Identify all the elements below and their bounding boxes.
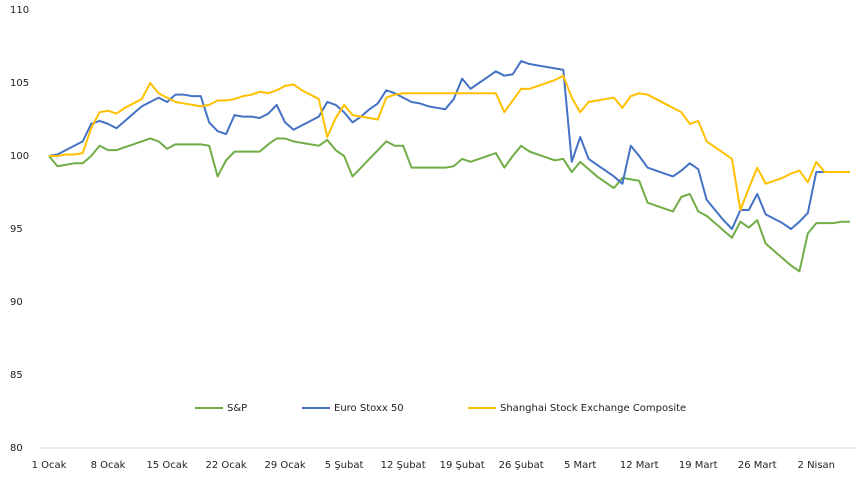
- x-tick-label: 26 Mart: [738, 460, 777, 471]
- x-tick-label: 2 Nisan: [798, 460, 835, 471]
- x-tick-label: 19 Mart: [679, 460, 718, 471]
- x-tick-label: 19 Şubat: [440, 460, 485, 471]
- x-tick-label: 8 Ocak: [91, 460, 126, 471]
- x-tick-label: 29 Ocak: [264, 460, 305, 471]
- y-tick-label: 95: [10, 224, 23, 235]
- series-line: [48, 60, 850, 230]
- legend-label: S&P: [227, 403, 247, 414]
- y-tick-label: 100: [10, 151, 29, 162]
- y-tick-label: 85: [10, 370, 23, 381]
- x-tick-label: 22 Ocak: [205, 460, 246, 471]
- y-tick-label: 90: [10, 297, 23, 308]
- x-tick-label: 5 Mart: [564, 460, 596, 471]
- x-tick-label: 12 Mart: [620, 460, 659, 471]
- x-tick-label: 26 Şubat: [499, 460, 544, 471]
- x-tick-label: 12 Şubat: [381, 460, 426, 471]
- x-tick-label: 1 Ocak: [32, 460, 67, 471]
- y-tick-label: 105: [10, 78, 29, 89]
- y-tick-label: 110: [10, 5, 29, 16]
- x-tick-label: 15 Ocak: [146, 460, 187, 471]
- x-tick-label: 5 Şubat: [325, 460, 364, 471]
- series-line: [49, 74, 850, 212]
- legend-label: Euro Stoxx 50: [334, 403, 404, 414]
- series-line: [48, 137, 850, 273]
- y-tick-label: 80: [10, 443, 23, 454]
- legend-label: Shanghai Stock Exchange Composite: [500, 403, 686, 414]
